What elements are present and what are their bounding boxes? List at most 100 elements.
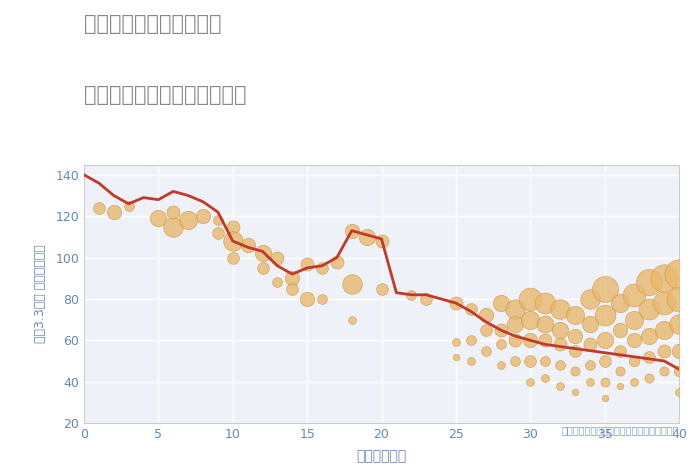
Point [525,316,536,323]
Point [168,223,179,230]
Point [614,299,625,307]
Point [227,223,238,230]
Point [629,316,640,323]
Point [644,374,655,381]
Text: 千葉県千葉市美浜区高浜: 千葉県千葉市美浜区高浜 [84,14,221,34]
Point [659,368,670,375]
Point [450,338,461,346]
Point [227,237,238,245]
Point [346,281,357,288]
Point [212,229,223,236]
Point [673,388,685,396]
Point [540,374,551,381]
Point [242,242,253,249]
Point [421,295,432,303]
Point [257,250,268,257]
Point [614,326,625,334]
Point [554,341,566,348]
Point [599,378,610,385]
Point [525,295,536,303]
Point [480,312,491,319]
Point [183,217,194,224]
Point [599,357,610,365]
Point [540,299,551,307]
Point [108,208,119,216]
Point [673,320,685,328]
Point [465,357,476,365]
Point [495,361,506,369]
Point [331,258,342,266]
Point [302,295,313,303]
Point [584,295,595,303]
Point [450,353,461,360]
Point [540,320,551,328]
Point [659,274,670,282]
Point [569,388,580,396]
Point [599,312,610,319]
Point [673,368,685,375]
Point [153,214,164,222]
Point [465,337,476,344]
Point [376,285,387,292]
Text: 円の大きさは、取引のあった物件面積を示す: 円の大きさは、取引のあった物件面積を示す [561,426,679,436]
Point [510,320,521,328]
Point [614,382,625,390]
Point [554,382,566,390]
Point [673,270,685,278]
Point [629,291,640,298]
Point [93,204,104,212]
Point [525,357,536,365]
Point [644,332,655,340]
Point [554,361,566,369]
Point [644,353,655,360]
Point [227,254,238,261]
Point [361,233,372,241]
Point [272,254,283,261]
Point [659,299,670,307]
Point [614,368,625,375]
Point [525,337,536,344]
Point [554,326,566,334]
Point [599,394,610,402]
Point [287,285,298,292]
Point [673,295,685,303]
Point [510,306,521,313]
Point [569,332,580,340]
Point [525,378,536,385]
Point [584,341,595,348]
Point [495,341,506,348]
X-axis label: 築年数（年）: 築年数（年） [356,449,407,463]
Point [346,316,357,323]
Point [123,202,134,210]
Point [644,306,655,313]
Point [584,378,595,385]
Point [212,217,223,224]
Point [316,295,328,303]
Point [599,337,610,344]
Point [614,347,625,354]
Point [569,368,580,375]
Y-axis label: 坪（3.3㎡） 単価（万円）: 坪（3.3㎡） 単価（万円） [34,244,47,343]
Point [495,299,506,307]
Point [540,357,551,365]
Point [480,347,491,354]
Point [406,291,417,298]
Point [644,279,655,286]
Point [629,357,640,365]
Point [168,208,179,216]
Point [510,357,521,365]
Point [376,237,387,245]
Point [302,260,313,267]
Point [346,227,357,235]
Point [599,285,610,292]
Point [569,347,580,354]
Point [584,320,595,328]
Text: 築年数別中古マンション価格: 築年数別中古マンション価格 [84,85,246,105]
Point [659,326,670,334]
Point [629,378,640,385]
Point [540,337,551,344]
Point [495,326,506,334]
Point [450,299,461,307]
Point [480,326,491,334]
Point [673,347,685,354]
